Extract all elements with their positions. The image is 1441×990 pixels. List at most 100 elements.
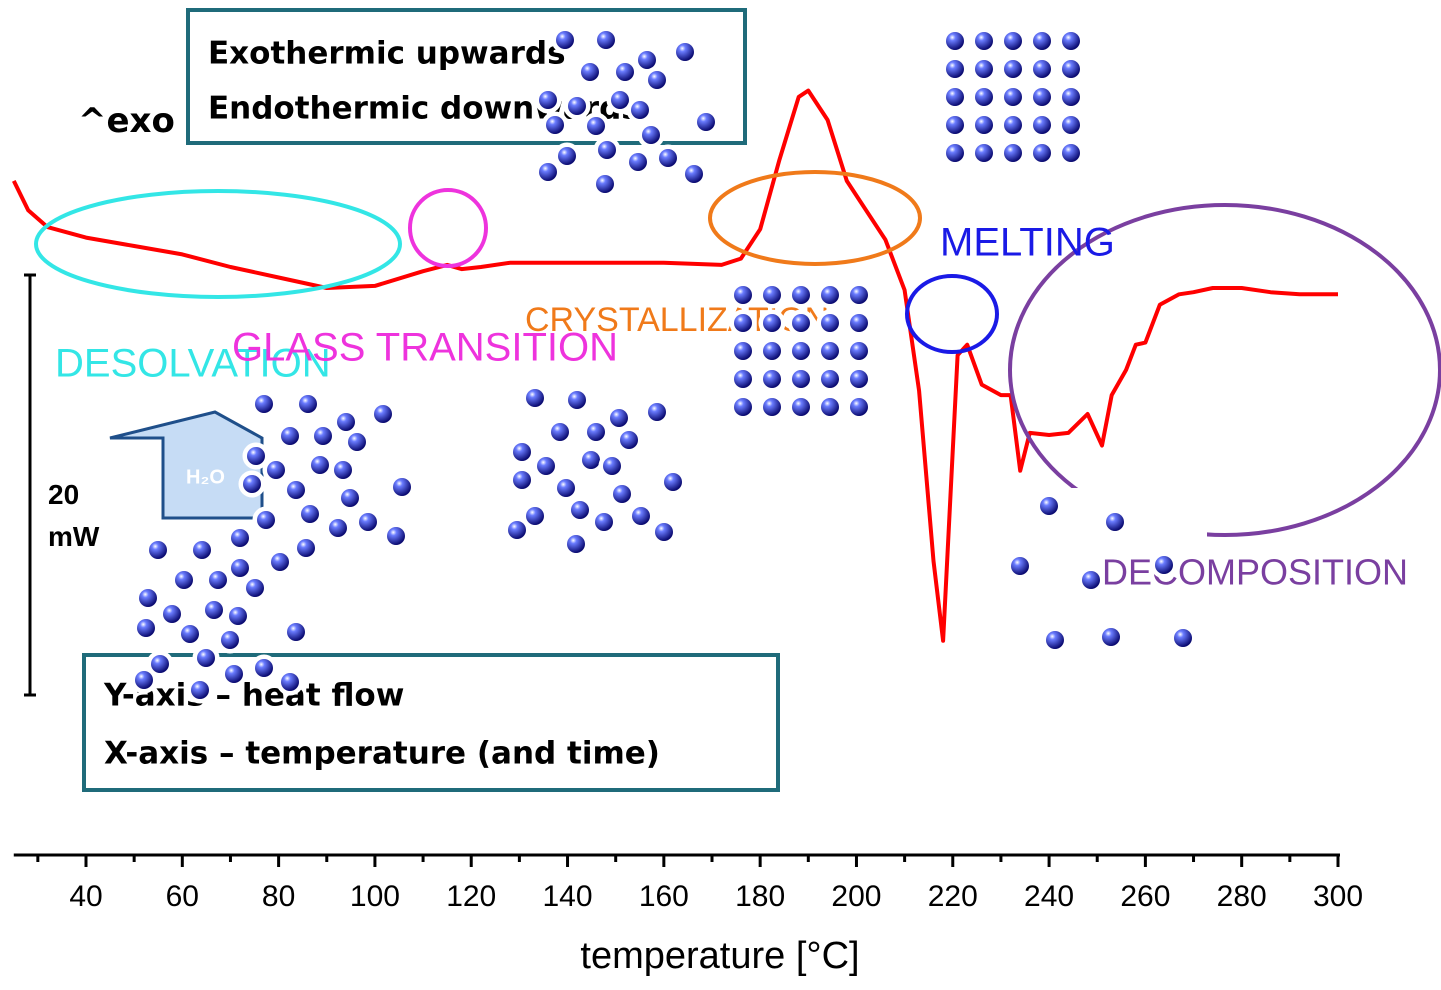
particle — [1046, 631, 1064, 649]
particle — [1082, 571, 1100, 589]
particle — [946, 60, 964, 78]
particle — [205, 601, 223, 619]
particle — [648, 71, 666, 89]
particle — [287, 623, 305, 641]
particle — [1004, 32, 1022, 50]
particle — [1033, 32, 1051, 50]
particle — [734, 286, 752, 304]
particle — [255, 395, 273, 413]
particle — [598, 141, 616, 159]
particle — [137, 619, 155, 637]
particle — [655, 523, 673, 541]
particle — [374, 405, 392, 423]
x-axis-label: temperature [°C] — [580, 935, 859, 977]
particle — [850, 342, 868, 360]
particle — [821, 314, 839, 332]
annotation-ellipse — [907, 276, 997, 352]
x-tick-label: 40 — [69, 880, 102, 913]
particle — [567, 535, 585, 553]
particle — [175, 571, 193, 589]
annotation-ellipse — [36, 191, 400, 297]
particle — [1033, 88, 1051, 106]
particle — [558, 147, 576, 165]
particle — [613, 485, 631, 503]
particle — [581, 63, 599, 81]
particle — [610, 409, 628, 427]
particle — [975, 32, 993, 50]
particle — [546, 116, 564, 134]
particle — [632, 507, 650, 525]
particle — [629, 153, 647, 171]
particle — [734, 398, 752, 416]
particle — [597, 31, 615, 49]
particle — [620, 431, 638, 449]
particle — [341, 489, 359, 507]
particle — [1004, 60, 1022, 78]
particle — [568, 97, 586, 115]
x-tick-label: 240 — [1024, 880, 1074, 913]
particle — [792, 370, 810, 388]
particle — [975, 60, 993, 78]
particle — [792, 314, 810, 332]
particle — [393, 478, 411, 496]
axis-note: X-axis – temperature (and time) — [104, 736, 660, 772]
particle — [763, 286, 781, 304]
particle — [587, 117, 605, 135]
particle — [603, 457, 621, 475]
annotation-ellipse — [710, 172, 920, 264]
x-tick-label: 60 — [166, 880, 199, 913]
x-tick-label: 220 — [928, 880, 978, 913]
x-tick-label: 160 — [639, 880, 689, 913]
particle — [587, 423, 605, 441]
particle — [821, 398, 839, 416]
particle — [271, 553, 289, 571]
particle — [975, 88, 993, 106]
particle — [526, 507, 544, 525]
particle — [556, 31, 574, 49]
particle — [850, 314, 868, 332]
particle — [763, 342, 781, 360]
particle — [297, 539, 315, 557]
x-tick-label: 120 — [446, 880, 496, 913]
particle — [642, 126, 660, 144]
chart: Exothermic upwards Endothermic downwards… — [0, 0, 1441, 990]
particle — [946, 144, 964, 162]
particle — [1033, 60, 1051, 78]
particle — [659, 149, 677, 167]
particle — [221, 631, 239, 649]
particle — [850, 370, 868, 388]
particle — [975, 116, 993, 134]
particle — [792, 342, 810, 360]
particle — [539, 91, 557, 109]
particle — [821, 342, 839, 360]
particle — [314, 427, 332, 445]
particle — [163, 605, 181, 623]
particle — [281, 427, 299, 445]
x-tick-label: 280 — [1217, 880, 1267, 913]
particle — [1011, 557, 1029, 575]
particle — [568, 391, 586, 409]
particle — [821, 370, 839, 388]
particle — [225, 665, 243, 683]
particle — [734, 370, 752, 388]
particle — [1062, 116, 1080, 134]
particle — [1102, 628, 1120, 646]
particle — [267, 461, 285, 479]
x-tick-label: 180 — [735, 880, 785, 913]
particle — [299, 395, 317, 413]
particle — [1004, 88, 1022, 106]
particle — [209, 571, 227, 589]
particle — [1062, 32, 1080, 50]
particle — [792, 398, 810, 416]
particle — [946, 32, 964, 50]
x-tick-label: 300 — [1313, 880, 1363, 913]
particle — [763, 314, 781, 332]
particle — [348, 433, 366, 451]
particle — [946, 116, 964, 134]
page: Exothermic upwards Endothermic downwards… — [0, 0, 1441, 990]
particle — [139, 589, 157, 607]
particle — [257, 511, 275, 529]
x-tick-label: 140 — [543, 880, 593, 913]
particle — [301, 505, 319, 523]
particle — [359, 513, 377, 531]
